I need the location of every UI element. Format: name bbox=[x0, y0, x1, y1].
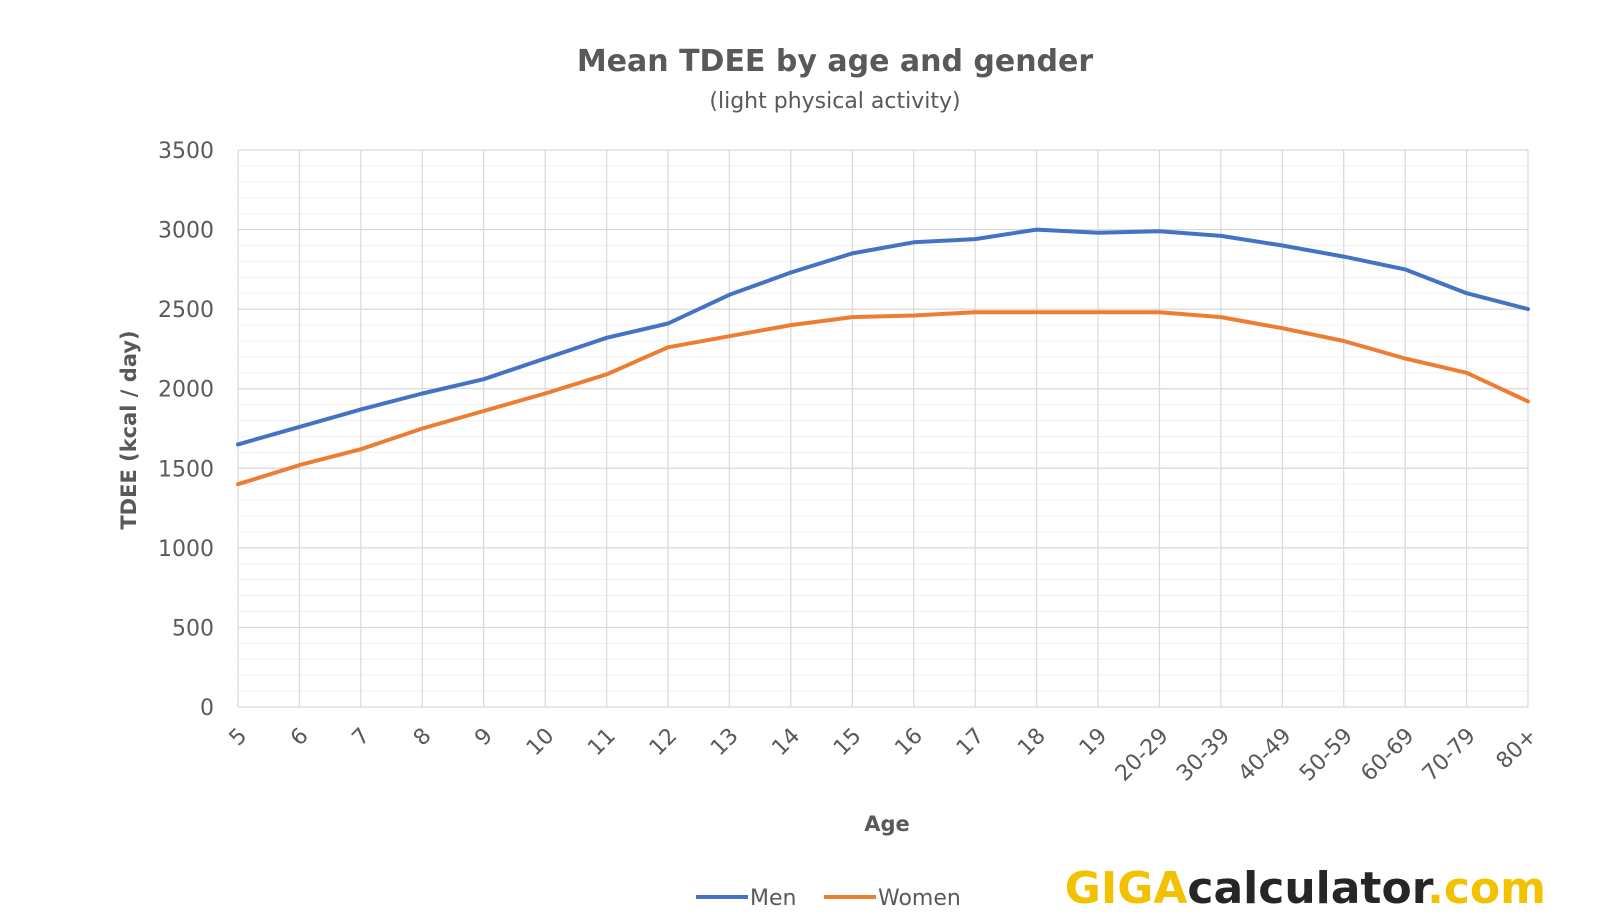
x-tick-label: 8 bbox=[409, 724, 437, 752]
x-tick-label: 15 bbox=[829, 724, 866, 761]
x-tick-label: 19 bbox=[1075, 724, 1112, 761]
x-tick-label: 12 bbox=[645, 724, 682, 761]
x-tick-label: 20-29 bbox=[1111, 724, 1174, 787]
x-tick-label: 14 bbox=[768, 724, 805, 761]
legend-label-men: Men bbox=[750, 886, 796, 911]
chart-subtitle: (light physical activity) bbox=[709, 89, 960, 114]
y-tick-label: 1000 bbox=[158, 537, 214, 562]
logo-part-giga: GIGA bbox=[1065, 863, 1188, 914]
x-tick-label: 60-69 bbox=[1356, 724, 1419, 787]
logo-part-com: .com bbox=[1427, 863, 1546, 914]
x-tick-label: 10 bbox=[522, 724, 559, 761]
y-axis-title: TDEE (kcal / day) bbox=[117, 330, 141, 529]
x-tick-label: 7 bbox=[348, 724, 376, 752]
gigacalculator-logo: GIGAcalculator.com bbox=[1065, 863, 1546, 914]
logo-part-calculator: calculator bbox=[1187, 863, 1433, 914]
x-tick-label: 30-39 bbox=[1172, 724, 1235, 787]
x-tick-label: 5 bbox=[225, 724, 253, 752]
x-tick-label: 13 bbox=[706, 724, 743, 761]
y-tick-label: 2000 bbox=[158, 378, 214, 403]
y-tick-label: 500 bbox=[172, 616, 214, 641]
x-tick-label: 11 bbox=[583, 724, 620, 761]
x-axis-title: Age bbox=[864, 812, 910, 836]
y-tick-label: 0 bbox=[200, 696, 214, 721]
chart-title: Mean TDEE by age and gender bbox=[577, 44, 1094, 79]
x-tick-label: 18 bbox=[1013, 724, 1050, 761]
x-tick-label: 70-79 bbox=[1418, 724, 1481, 787]
x-tick-label: 80+ bbox=[1492, 724, 1543, 775]
plot-grid bbox=[237, 149, 1529, 708]
series-line-women bbox=[236, 310, 1530, 487]
y-tick-label: 3500 bbox=[158, 139, 214, 164]
x-tick-label: 6 bbox=[286, 724, 314, 752]
x-tick-label: 16 bbox=[890, 724, 927, 761]
legend-label-women: Women bbox=[878, 886, 961, 911]
y-axis-ticks: 0 500 1000 1500 2000 2500 3000 3500 bbox=[158, 139, 214, 721]
legend: Men Women bbox=[696, 886, 961, 911]
y-tick-label: 3000 bbox=[158, 219, 214, 244]
y-tick-label: 1500 bbox=[158, 457, 214, 482]
y-tick-label: 2500 bbox=[158, 298, 214, 323]
x-tick-label: 17 bbox=[952, 724, 989, 761]
series-line-men bbox=[236, 227, 1530, 447]
x-axis-ticks: 5 6 7 8 9 10 11 12 13 14 15 16 17 18 1920-2930-3940-49… bbox=[225, 724, 1543, 787]
x-tick-label: 40-49 bbox=[1234, 724, 1297, 787]
series-lines bbox=[236, 227, 1530, 487]
x-tick-label: 50-59 bbox=[1295, 724, 1358, 787]
x-tick-label: 9 bbox=[470, 724, 498, 752]
